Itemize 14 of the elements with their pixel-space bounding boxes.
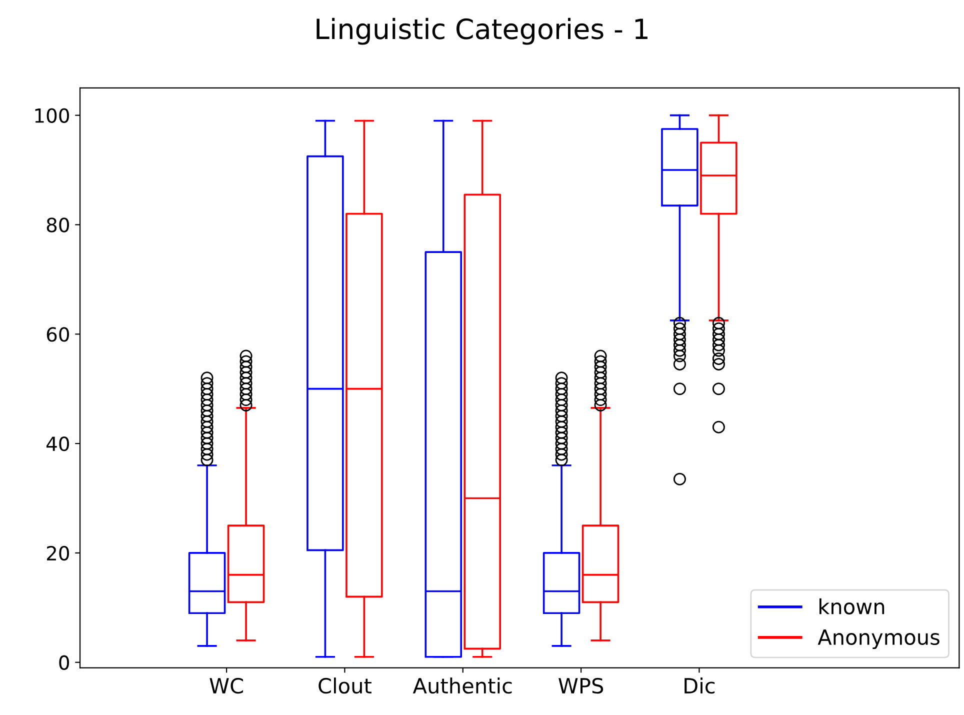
x-tick-label: Clout xyxy=(318,678,372,694)
legend-label: known xyxy=(819,598,884,614)
y-tick-label: 20 xyxy=(46,546,69,561)
y-tick-label: 60 xyxy=(46,327,69,342)
x-tick-label: WC xyxy=(210,678,243,694)
y-tick-label: 80 xyxy=(46,218,69,232)
chart-title: Linguistic Categories - 1 xyxy=(316,18,648,45)
y-tick-label: 100 xyxy=(35,108,69,123)
x-tick-label: Authentic xyxy=(412,678,512,694)
y-tick-label: 40 xyxy=(46,436,69,452)
y-tick-label: 0 xyxy=(59,655,69,670)
x-tick-label: WPS xyxy=(558,678,604,694)
x-tick-label: Dic xyxy=(684,678,715,694)
legend-label: Anonymous xyxy=(818,630,940,650)
